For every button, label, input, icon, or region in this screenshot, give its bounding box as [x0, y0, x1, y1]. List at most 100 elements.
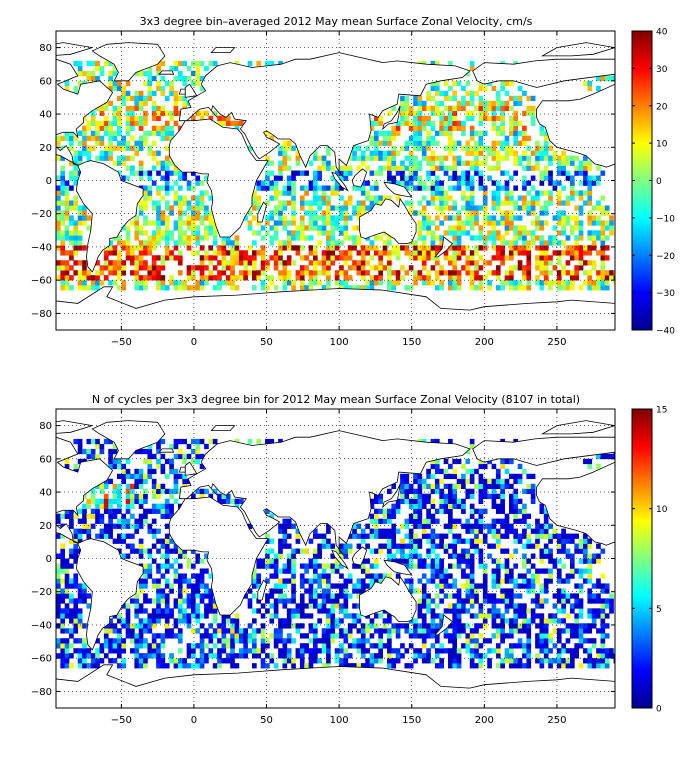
data-bin	[461, 160, 466, 166]
data-bin	[238, 628, 244, 634]
data-bin	[413, 553, 418, 559]
data-bin	[404, 558, 410, 564]
data-bin	[99, 265, 105, 271]
data-bin	[173, 453, 179, 460]
data-bin	[112, 110, 118, 117]
data-bin	[569, 180, 575, 186]
data-bin	[164, 473, 170, 480]
data-bin	[69, 618, 74, 624]
data-bin	[509, 150, 514, 156]
data-bin	[583, 165, 588, 171]
data-bin	[487, 493, 492, 499]
data-bin	[421, 140, 427, 146]
data-bin	[212, 608, 218, 614]
data-bin	[465, 588, 471, 594]
data-bin	[95, 533, 100, 539]
data-bin	[469, 200, 475, 206]
data-bin	[269, 60, 275, 67]
data-bin	[478, 658, 484, 664]
data-bin	[400, 110, 405, 117]
data-bin	[413, 658, 418, 664]
data-bin	[439, 643, 444, 649]
data-bin	[317, 195, 323, 201]
data-bin	[156, 648, 161, 654]
data-bin	[160, 220, 166, 226]
data-bin	[69, 170, 74, 176]
data-bin	[408, 498, 414, 504]
data-bin	[535, 245, 540, 251]
data-bin	[352, 618, 357, 624]
data-bin	[125, 613, 131, 619]
data-bin	[596, 558, 601, 564]
data-bin	[199, 663, 205, 669]
data-bin	[452, 125, 458, 131]
data-bin	[382, 135, 388, 141]
data-bin	[182, 60, 187, 67]
data-bin	[291, 260, 296, 266]
data-bin	[535, 638, 540, 644]
data-bin	[443, 608, 449, 614]
data-bin	[491, 598, 497, 604]
data-bin	[99, 488, 105, 495]
data-bin	[304, 613, 309, 619]
data-bin	[195, 75, 201, 82]
data-bin	[526, 488, 532, 495]
data-bin	[95, 140, 100, 146]
data-bin	[234, 503, 240, 509]
data-bin	[260, 663, 266, 669]
data-bin	[400, 473, 405, 480]
data-bin	[452, 543, 458, 549]
data-bin	[526, 200, 532, 206]
data-bin	[151, 478, 157, 485]
data-bin	[369, 150, 375, 156]
data-bin	[461, 195, 466, 201]
data-bin	[387, 513, 392, 519]
data-bin	[478, 513, 484, 519]
data-bin	[556, 588, 562, 594]
data-bin	[478, 538, 484, 544]
data-bin	[299, 613, 305, 619]
data-bin	[552, 528, 558, 534]
data-bin	[138, 260, 144, 266]
data-bin	[143, 663, 148, 669]
data-bin	[286, 185, 292, 191]
data-bin	[186, 653, 192, 659]
data-bin	[95, 438, 100, 445]
data-bin	[434, 245, 440, 251]
data-bin	[482, 578, 488, 584]
data-bin	[487, 528, 492, 534]
data-bin	[439, 568, 444, 574]
data-bin	[217, 628, 222, 634]
data-bin	[552, 235, 558, 241]
data-bin	[73, 230, 79, 236]
data-bin	[308, 275, 314, 281]
data-bin	[282, 140, 288, 146]
data-bin	[565, 553, 571, 559]
data-bin	[578, 235, 584, 241]
data-bin	[421, 215, 427, 221]
data-bin	[465, 160, 471, 166]
data-bin	[443, 593, 449, 599]
data-bin	[90, 448, 96, 455]
data-bin	[199, 255, 205, 261]
data-bin	[108, 508, 113, 514]
data-bin	[116, 508, 122, 514]
data-bin	[600, 623, 606, 629]
data-bin	[535, 658, 540, 664]
data-bin	[513, 593, 519, 599]
data-bin	[121, 145, 126, 151]
data-bin	[73, 618, 79, 624]
data-bin	[522, 613, 527, 619]
land-new-zealand	[434, 236, 453, 258]
data-bin	[343, 225, 349, 231]
data-bin	[465, 265, 471, 271]
data-bin	[434, 195, 440, 201]
data-bin	[130, 115, 135, 121]
data-bin	[452, 230, 458, 236]
data-bin	[469, 613, 475, 619]
data-bin	[417, 513, 423, 519]
data-bin	[522, 240, 527, 246]
data-bin	[160, 638, 166, 644]
data-bin	[326, 160, 331, 166]
data-bin	[121, 468, 126, 475]
